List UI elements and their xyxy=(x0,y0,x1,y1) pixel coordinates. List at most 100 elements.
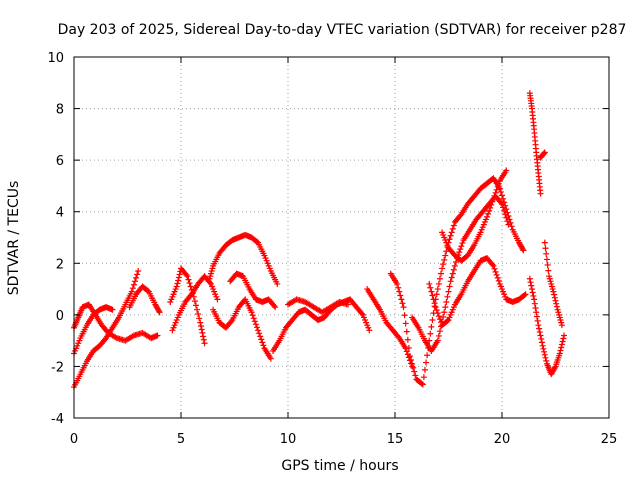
x-tick-label: 25 xyxy=(601,432,618,447)
data-point xyxy=(432,304,439,311)
data-point xyxy=(395,284,402,291)
data-point xyxy=(411,368,418,375)
data-point xyxy=(448,229,455,236)
data-point xyxy=(449,225,456,232)
data-point xyxy=(493,271,500,278)
data-point xyxy=(494,183,501,190)
data-point xyxy=(552,297,559,304)
data-point xyxy=(197,323,204,330)
data-point xyxy=(156,309,163,316)
data-point xyxy=(439,265,446,272)
data-point xyxy=(176,271,183,278)
data-point xyxy=(445,288,452,295)
data-point xyxy=(199,329,206,336)
x-tick-label: 15 xyxy=(387,432,404,447)
data-point xyxy=(436,316,443,323)
series-track-19 xyxy=(541,239,565,329)
data-point xyxy=(491,192,498,199)
data-point xyxy=(538,339,545,346)
x-tick-label: 5 xyxy=(177,432,185,447)
data-point xyxy=(551,291,558,298)
data-point xyxy=(541,348,548,355)
data-point xyxy=(102,336,109,343)
data-point xyxy=(450,266,457,273)
data-point xyxy=(214,296,221,303)
data-point xyxy=(488,201,495,208)
data-point xyxy=(191,298,198,305)
data-point xyxy=(201,340,208,347)
data-point xyxy=(435,332,442,339)
data-point xyxy=(394,280,401,287)
data-point xyxy=(173,283,180,290)
data-point xyxy=(404,336,411,343)
data-point xyxy=(131,278,138,285)
series-track-14 xyxy=(409,193,512,354)
data-point xyxy=(258,336,265,343)
data-point xyxy=(508,223,515,230)
data-point xyxy=(528,282,535,289)
data-point xyxy=(557,347,564,354)
data-point xyxy=(253,324,260,331)
series-track-5 xyxy=(167,265,208,347)
data-point xyxy=(135,268,142,275)
data-point xyxy=(561,332,568,339)
y-tick-labels: -4 -2 0 2 4 6 8 10 xyxy=(47,51,64,427)
data-point xyxy=(198,326,205,333)
data-point xyxy=(528,286,535,293)
data-point xyxy=(428,288,435,295)
data-point xyxy=(551,364,558,371)
data-point xyxy=(133,274,140,281)
data-point xyxy=(551,294,558,301)
data-point xyxy=(398,296,405,303)
data-point xyxy=(409,360,416,367)
data-point xyxy=(144,287,151,294)
data-point xyxy=(427,284,434,291)
y-tick-label: 4 xyxy=(56,206,64,221)
y-tick-label: -4 xyxy=(51,412,64,427)
data-point xyxy=(527,279,534,286)
data-point xyxy=(505,221,512,228)
data-point xyxy=(426,280,433,287)
data-point xyxy=(484,213,491,220)
series-track-1 xyxy=(71,268,142,391)
data-point xyxy=(423,359,430,366)
data-point xyxy=(405,344,412,351)
data-point xyxy=(458,243,465,250)
data-point xyxy=(194,306,201,313)
x-tick-label: 10 xyxy=(280,432,297,447)
series-track-7 xyxy=(205,231,281,287)
data-point xyxy=(436,275,443,282)
data-point xyxy=(435,280,442,287)
y-tick-label: 0 xyxy=(56,309,64,324)
data-point xyxy=(358,310,365,317)
data-point xyxy=(175,277,182,284)
data-point xyxy=(539,342,546,349)
data-point xyxy=(499,200,505,207)
data-point xyxy=(540,345,547,352)
data-point xyxy=(491,265,498,272)
data-point xyxy=(403,348,410,355)
data-point xyxy=(490,262,497,269)
data-point xyxy=(195,310,202,317)
data-point xyxy=(421,366,428,373)
y-tick-label: -2 xyxy=(51,360,64,375)
data-point xyxy=(187,292,194,299)
data-point xyxy=(441,256,448,263)
data-point xyxy=(187,283,194,290)
series-track-4 xyxy=(126,283,163,316)
data-point xyxy=(490,195,497,202)
data-point xyxy=(451,262,458,269)
data-point xyxy=(184,273,191,280)
series-track-3 xyxy=(71,301,161,344)
data-point xyxy=(260,342,267,349)
y-tick-label: 10 xyxy=(47,51,64,66)
data-point xyxy=(128,288,135,295)
data-point xyxy=(253,238,260,245)
data-point xyxy=(497,199,504,206)
data-point xyxy=(429,292,436,299)
data-point xyxy=(430,296,437,303)
data-point xyxy=(271,302,278,309)
series-track-15 xyxy=(426,255,529,329)
data-point xyxy=(257,333,264,340)
